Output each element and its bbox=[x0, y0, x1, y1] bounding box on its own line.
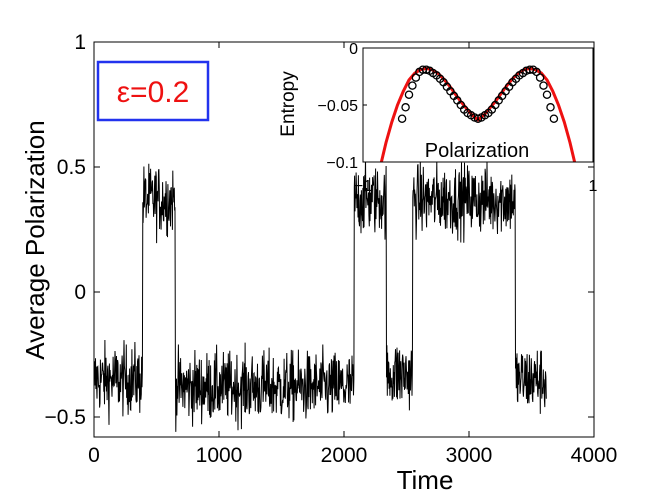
main-axis-ticks: 0 1000 2000 3000 4000−0.500.51 bbox=[45, 31, 618, 467]
main-x-tick-label: 4000 bbox=[571, 444, 618, 467]
inset-x-axis-label: Polarization bbox=[425, 140, 530, 162]
main-x-tick-label: 3000 bbox=[446, 444, 493, 467]
main-y-axis-label: Average Polarization bbox=[20, 120, 50, 359]
inset-plot-background bbox=[363, 48, 593, 162]
inset-simulation-point bbox=[404, 90, 414, 99]
inset-simulation-point bbox=[397, 114, 407, 123]
inset-simulation-point bbox=[549, 114, 559, 123]
inset-simulation-point bbox=[401, 103, 410, 112]
main-y-tick-label: −0.5 bbox=[45, 406, 86, 429]
inset-y-axis-label: Entropy bbox=[278, 71, 299, 137]
inset-y-tick-label: −0.1 bbox=[326, 155, 358, 172]
inset-axis-ticks: −1 1 0 −0.05 −0.1 bbox=[318, 41, 598, 195]
inset-simulation-point bbox=[539, 81, 548, 90]
epsilon-annotation-box bbox=[96, 60, 210, 122]
main-polarization-trace bbox=[93, 156, 547, 432]
inset-simulation-point bbox=[535, 73, 545, 82]
epsilon-annotation: ε=0.2 bbox=[117, 76, 190, 109]
main-series-layer bbox=[93, 156, 547, 432]
main-x-tick-label: 0 bbox=[88, 444, 100, 467]
inset-simulation-point bbox=[542, 90, 552, 99]
main-x-axis-label: Time bbox=[397, 465, 454, 495]
inset-y-tick-label: 0 bbox=[349, 41, 358, 58]
main-y-tick-label: 0.5 bbox=[57, 156, 86, 179]
inset-simulation-point bbox=[408, 81, 417, 90]
main-x-tick-label: 1000 bbox=[196, 444, 243, 467]
inset-x-tick-label: −1 bbox=[354, 178, 372, 195]
main-x-tick-label: 2000 bbox=[321, 444, 368, 467]
main-y-tick-label: 0 bbox=[74, 281, 86, 304]
inset-x-tick-label: 1 bbox=[589, 178, 598, 195]
inset-simulation-point bbox=[546, 103, 555, 112]
inset-y-tick-label: −0.05 bbox=[318, 98, 359, 115]
main-y-tick-label: 1 bbox=[74, 31, 86, 54]
inset-series-layer bbox=[379, 65, 577, 163]
